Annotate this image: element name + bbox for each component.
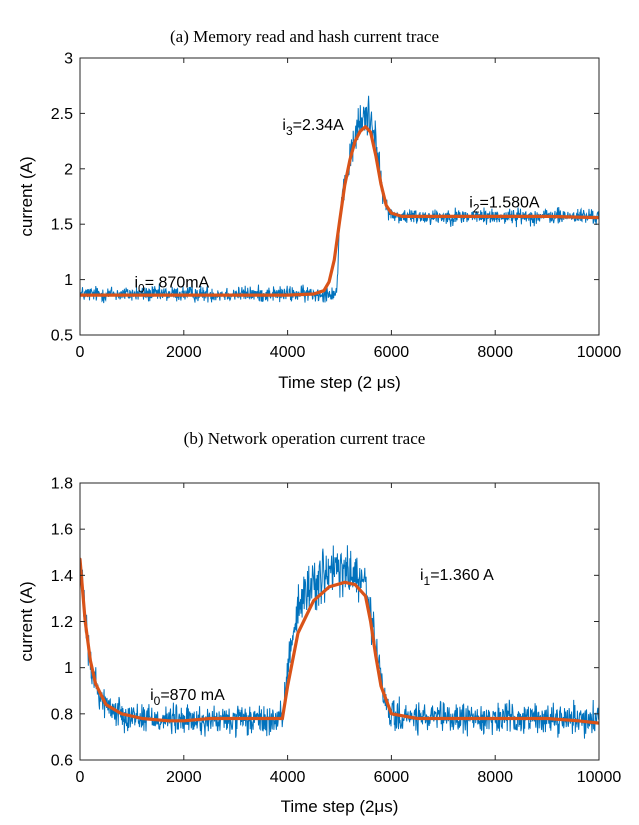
current-annotation-i0: i0= 870mA <box>134 274 209 295</box>
x-axis-label: Time step (2 μs) <box>278 373 401 392</box>
y-tick-label: 0.5 <box>51 328 73 345</box>
x-axis-label: Time step (2μs) <box>281 797 399 816</box>
raw-current-line <box>80 545 599 739</box>
current-annotation-i1: i1=1.360 A <box>420 567 494 588</box>
y-tick-label: 1.2 <box>51 614 73 631</box>
y-tick-label: 1.5 <box>51 217 73 234</box>
y-tick-label: 1.6 <box>51 522 73 539</box>
x-tick-label: 2000 <box>166 769 202 786</box>
chart-title: (a) Memory read and hash current trace <box>170 27 439 46</box>
x-tick-label: 4000 <box>270 769 306 786</box>
plot-area-frame <box>79 57 600 336</box>
current-annotation-i0: i0=870 mA <box>150 687 225 708</box>
x-tick-label: 4000 <box>270 344 306 361</box>
smoothed-current-line <box>80 125 599 297</box>
y-tick-label: 1.4 <box>51 568 73 585</box>
y-axis-label: current (A) <box>17 581 36 661</box>
y-axis-label: current (A) <box>17 156 36 236</box>
y-tick-label: 1 <box>64 272 73 289</box>
chart-title: (b) Network operation current trace <box>184 429 426 448</box>
y-tick-label: 2.5 <box>51 106 73 123</box>
y-tick-label: 0.8 <box>51 706 73 723</box>
x-tick-label: 6000 <box>374 769 410 786</box>
x-tick-label: 10000 <box>577 769 622 786</box>
x-tick-label: 6000 <box>374 344 410 361</box>
chart-panel-b: (b) Network operation current trace 0 2000… <box>17 429 621 816</box>
y-tick-label: 2 <box>64 161 73 178</box>
y-tick-label: 0.6 <box>51 753 73 770</box>
current-annotation-i2: i2=1.580A <box>469 195 540 216</box>
smoothed-current-line <box>80 557 599 725</box>
x-tick-label: 0 <box>76 769 85 786</box>
x-tick-label: 10000 <box>577 344 622 361</box>
y-tick-label: 3 <box>64 51 73 68</box>
x-tick-label: 8000 <box>477 769 513 786</box>
y-tick-label: 1.8 <box>51 476 73 493</box>
current-annotation-i3: i3=2.34A <box>282 117 344 138</box>
x-tick-label: 8000 <box>477 344 513 361</box>
chart-panel-a: (a) Memory read and hash current trace 0 2… <box>17 27 621 392</box>
y-tick-label: 1 <box>64 660 73 677</box>
x-tick-label: 2000 <box>166 344 202 361</box>
x-tick-label: 0 <box>76 344 85 361</box>
